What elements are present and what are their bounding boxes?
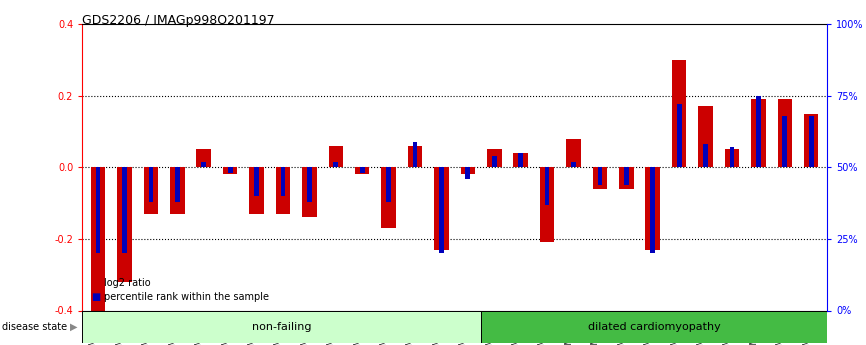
Bar <box>514 153 528 167</box>
Bar <box>782 116 787 167</box>
Text: ■: ■ <box>91 292 100 302</box>
Bar <box>756 96 760 167</box>
Text: disease state: disease state <box>2 322 67 332</box>
Bar <box>328 146 343 167</box>
Bar <box>91 167 106 310</box>
Bar <box>96 167 100 253</box>
Text: ▶: ▶ <box>70 322 78 332</box>
Text: dilated cardiomyopathy: dilated cardiomyopathy <box>588 322 721 332</box>
Bar <box>676 104 682 167</box>
Bar <box>598 167 602 185</box>
Bar <box>487 149 501 167</box>
Bar <box>197 149 211 167</box>
Bar <box>650 167 655 253</box>
Bar <box>413 141 417 167</box>
Bar <box>645 167 660 250</box>
Bar <box>540 167 554 243</box>
Bar <box>228 167 233 173</box>
Bar <box>729 147 734 167</box>
Bar <box>624 167 629 185</box>
Bar <box>144 167 158 214</box>
Bar <box>804 114 818 167</box>
Bar <box>751 99 766 167</box>
Text: ■: ■ <box>91 278 100 288</box>
Bar <box>434 167 449 250</box>
Bar <box>466 167 470 179</box>
Bar <box>170 167 184 214</box>
Bar <box>223 167 237 175</box>
Bar <box>439 167 443 253</box>
Text: non-failing: non-failing <box>252 322 312 332</box>
Bar <box>333 161 339 167</box>
Text: log2 ratio: log2 ratio <box>104 278 151 288</box>
Bar <box>381 167 396 228</box>
Bar <box>698 107 713 167</box>
Bar <box>122 167 127 253</box>
Bar <box>492 156 496 167</box>
Bar <box>302 167 317 217</box>
Bar <box>175 167 180 202</box>
Bar <box>778 99 792 167</box>
Bar <box>672 60 687 167</box>
Text: GDS2206 / IMAGp998O201197: GDS2206 / IMAGp998O201197 <box>82 14 275 27</box>
Text: percentile rank within the sample: percentile rank within the sample <box>104 292 269 302</box>
Bar <box>255 167 259 196</box>
Bar <box>809 116 813 167</box>
Bar <box>275 167 290 214</box>
Bar <box>703 145 708 167</box>
Bar <box>571 161 576 167</box>
Bar <box>619 167 634 189</box>
Bar <box>518 153 523 167</box>
Bar <box>355 167 370 175</box>
Bar <box>307 167 312 202</box>
Bar <box>117 167 132 282</box>
Bar <box>82 311 481 343</box>
Bar <box>360 167 365 173</box>
Bar <box>408 146 423 167</box>
Bar <box>481 311 827 343</box>
Bar <box>149 167 153 202</box>
Bar <box>725 149 740 167</box>
Bar <box>545 167 549 205</box>
Bar <box>461 167 475 175</box>
Bar <box>281 167 286 196</box>
Bar <box>592 167 607 189</box>
Bar <box>386 167 391 202</box>
Bar <box>202 161 206 167</box>
Bar <box>249 167 264 214</box>
Bar <box>566 139 581 167</box>
